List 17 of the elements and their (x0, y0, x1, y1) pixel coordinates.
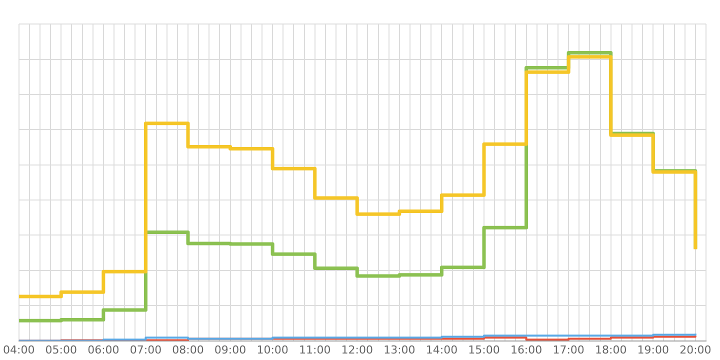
x-tick-label: 07:00 (130, 343, 162, 356)
x-tick-label: 16:00 (510, 343, 542, 356)
x-tick-label: 12:00 (341, 343, 373, 356)
x-tick-label: 10:00 (256, 343, 288, 356)
x-tick-label: 19:00 (637, 343, 669, 356)
x-tick-label: 06:00 (88, 343, 120, 356)
x-tick-label: 05:00 (45, 343, 77, 356)
x-tick-label: 18:00 (595, 343, 627, 356)
x-tick-label: 09:00 (214, 343, 246, 356)
x-tick-label: 11:00 (299, 343, 331, 356)
x-tick-label: 13:00 (384, 343, 416, 356)
x-tick-label: 20:00 (680, 343, 712, 356)
x-tick-label: 08:00 (172, 343, 204, 356)
x-tick-label: 04:00 (3, 343, 35, 356)
x-tick-label: 15:00 (468, 343, 500, 356)
x-tick-label: 14:00 (426, 343, 458, 356)
x-tick-label: 17:00 (552, 343, 584, 356)
